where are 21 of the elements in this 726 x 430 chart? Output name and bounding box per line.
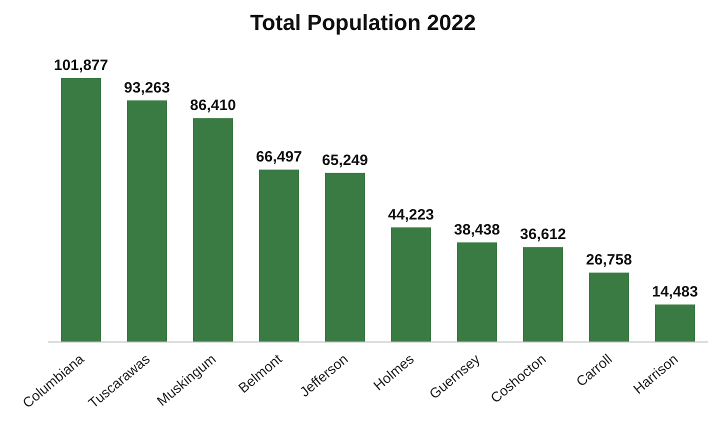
bar [655, 304, 695, 342]
bar [193, 118, 233, 342]
data-label: 26,758 [586, 252, 632, 269]
bar [61, 78, 101, 342]
bar [391, 227, 431, 342]
data-label: 14,483 [652, 283, 698, 300]
data-label: 93,263 [124, 79, 170, 96]
data-label: 44,223 [388, 206, 434, 224]
bar [523, 247, 563, 342]
data-label: 38,438 [454, 221, 500, 238]
data-label: 86,410 [190, 97, 236, 114]
chart-title: Total Population 2022 [249, 9, 477, 37]
bar [325, 172, 365, 342]
data-label: 101,877 [54, 57, 108, 74]
bar [457, 242, 497, 342]
bar [259, 170, 299, 342]
bar [127, 100, 167, 342]
data-label: 66,497 [256, 148, 302, 166]
data-label: 36,612 [520, 226, 566, 244]
bar [589, 272, 629, 342]
data-label: 65,249 [322, 152, 368, 169]
